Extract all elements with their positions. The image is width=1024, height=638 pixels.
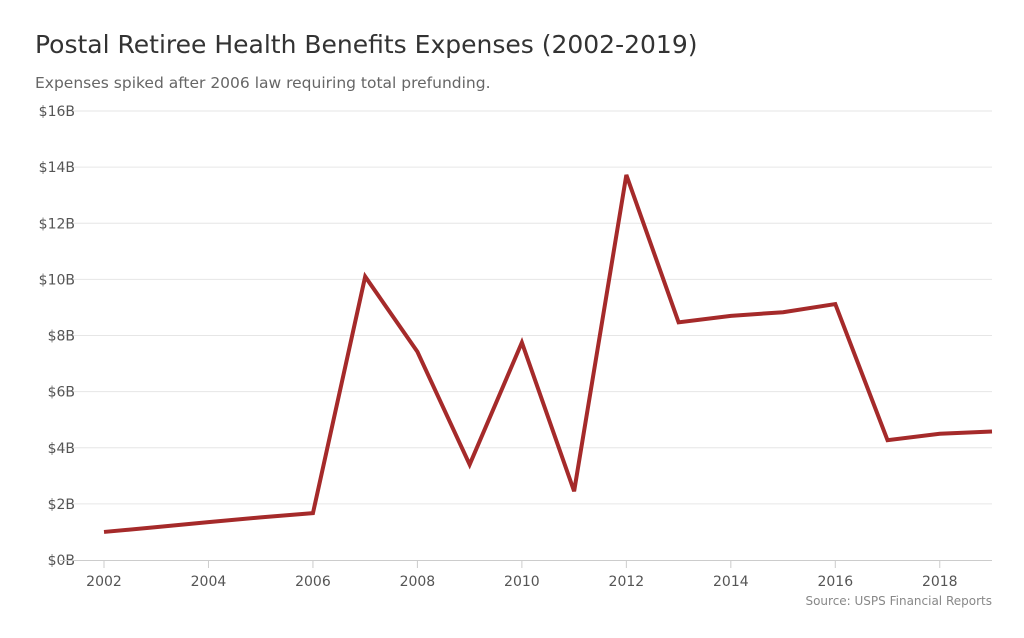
y-tick-label: $2B [48, 497, 75, 513]
y-tick-label: $10B [39, 272, 75, 288]
x-tick-label: 2018 [922, 574, 958, 590]
x-tick-label: 2002 [86, 574, 122, 590]
source-note: Source: USPS Financial Reports [805, 594, 992, 608]
x-tick-label: 2006 [295, 574, 331, 590]
x-tick-label: 2008 [400, 574, 436, 590]
chart-title: Postal Retiree Health Benefits Expenses … [35, 30, 698, 59]
y-tick-label: $14B [39, 160, 75, 176]
x-tick-label: 2010 [504, 574, 540, 590]
x-tick-label: 2012 [609, 574, 645, 590]
x-tick-label: 2004 [191, 574, 227, 590]
y-tick-label: $12B [39, 216, 75, 232]
x-tick-label: 2016 [817, 574, 853, 590]
y-tick-label: $6B [48, 385, 75, 401]
x-tick-label: 2014 [713, 574, 749, 590]
y-tick-label: $4B [48, 441, 75, 457]
y-tick-label: $8B [48, 329, 75, 345]
y-tick-label: $16B [39, 104, 75, 120]
chart-subtitle: Expenses spiked after 2006 law requiring… [35, 74, 491, 92]
series-line [103, 174, 993, 534]
